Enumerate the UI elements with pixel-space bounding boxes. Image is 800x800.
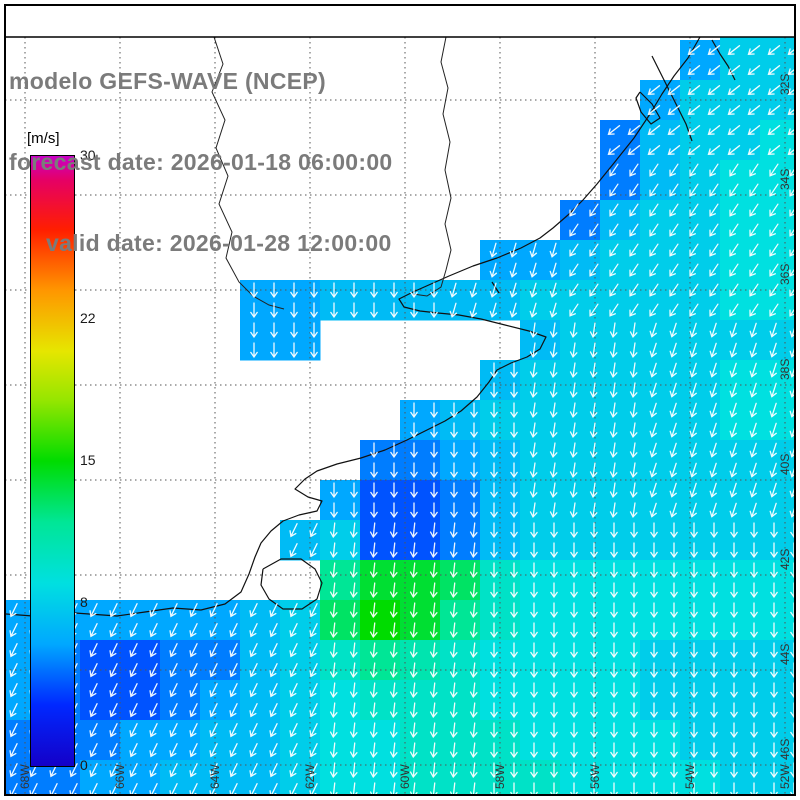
colorbar-tick-label: 8 (80, 594, 88, 611)
lat-axis-labels: 32S 34S 36S 38S 40S 42S 44S 46S (778, 74, 792, 760)
title-forecast-date: forecast date: 2026-01-18 06:00:00 (9, 149, 393, 175)
svg-text:56W: 56W (588, 764, 602, 789)
svg-text:52W: 52W (778, 764, 792, 789)
svg-text:54W: 54W (683, 764, 697, 789)
svg-text:36S: 36S (778, 264, 792, 285)
title-model-name: modelo GEFS-WAVE (NCEP) (9, 68, 326, 94)
svg-text:32S: 32S (778, 74, 792, 95)
colorbar-tick-label: 30 (80, 147, 96, 163)
svg-text:58W: 58W (493, 764, 507, 789)
colorbar-gradient (30, 155, 75, 767)
svg-text:40S: 40S (778, 454, 792, 475)
svg-text:68W: 68W (18, 764, 32, 789)
svg-text:60W: 60W (398, 764, 412, 789)
svg-text:64W: 64W (208, 764, 222, 789)
svg-text:38S: 38S (778, 359, 792, 380)
colorbar-tick-label: 22 (80, 309, 96, 326)
svg-text:42S: 42S (778, 549, 792, 570)
svg-text:62W: 62W (303, 764, 317, 789)
svg-text:46S: 46S (778, 739, 792, 760)
svg-text:66W: 66W (113, 764, 127, 789)
colorbar-tick-label: 0 (80, 757, 88, 773)
map-frame (4, 4, 796, 796)
svg-text:34S: 34S (778, 169, 792, 190)
colorbar-tick-label: 15 (80, 452, 96, 468)
lon-axis-labels: 68W 66W 64W 62W 60W 58W 56W 54W 52W (18, 764, 792, 789)
forecast-title: modelo GEFS-WAVE (NCEP) forecast date: 2… (9, 14, 393, 311)
grid-lines (5, 37, 795, 795)
wind-arrows (9, 45, 795, 795)
title-valid-date: valid date: 2026-01-28 12:00:00 (46, 230, 392, 256)
svg-text:44S: 44S (778, 644, 792, 665)
colorbar-unit-label: [m/s] (27, 130, 60, 147)
